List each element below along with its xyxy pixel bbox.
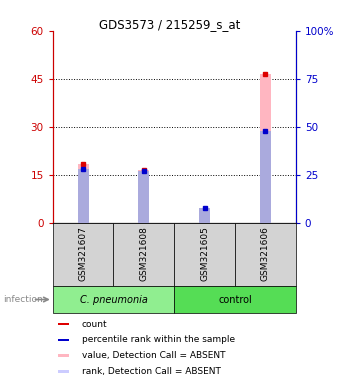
Bar bbox=[57, 354, 68, 357]
Text: control: control bbox=[218, 295, 252, 305]
Bar bbox=[174, 223, 235, 286]
Bar bbox=[174, 286, 296, 313]
Bar bbox=[57, 370, 68, 372]
Bar bbox=[199, 212, 210, 223]
Bar bbox=[235, 223, 296, 286]
Text: C. pneumonia: C. pneumonia bbox=[80, 295, 148, 305]
Text: value, Detection Call = ABSENT: value, Detection Call = ABSENT bbox=[82, 351, 225, 360]
Bar bbox=[260, 131, 271, 223]
Text: GSM321608: GSM321608 bbox=[139, 226, 148, 281]
Text: GDS3573 / 215259_s_at: GDS3573 / 215259_s_at bbox=[99, 18, 241, 31]
Bar bbox=[260, 74, 271, 223]
Text: GSM321607: GSM321607 bbox=[79, 226, 88, 281]
Text: GSM321606: GSM321606 bbox=[261, 226, 270, 281]
Text: GSM321605: GSM321605 bbox=[200, 226, 209, 281]
Bar bbox=[53, 286, 174, 313]
Text: rank, Detection Call = ABSENT: rank, Detection Call = ABSENT bbox=[82, 367, 221, 376]
Bar bbox=[138, 171, 149, 223]
Bar bbox=[57, 323, 68, 325]
Bar bbox=[78, 169, 88, 223]
Text: count: count bbox=[82, 319, 107, 328]
Text: percentile rank within the sample: percentile rank within the sample bbox=[82, 335, 235, 344]
Bar bbox=[78, 164, 88, 223]
Bar bbox=[199, 208, 210, 223]
Bar bbox=[53, 223, 114, 286]
Bar bbox=[114, 223, 174, 286]
Bar bbox=[138, 170, 149, 223]
Bar bbox=[57, 339, 68, 341]
Text: infection: infection bbox=[3, 295, 43, 304]
